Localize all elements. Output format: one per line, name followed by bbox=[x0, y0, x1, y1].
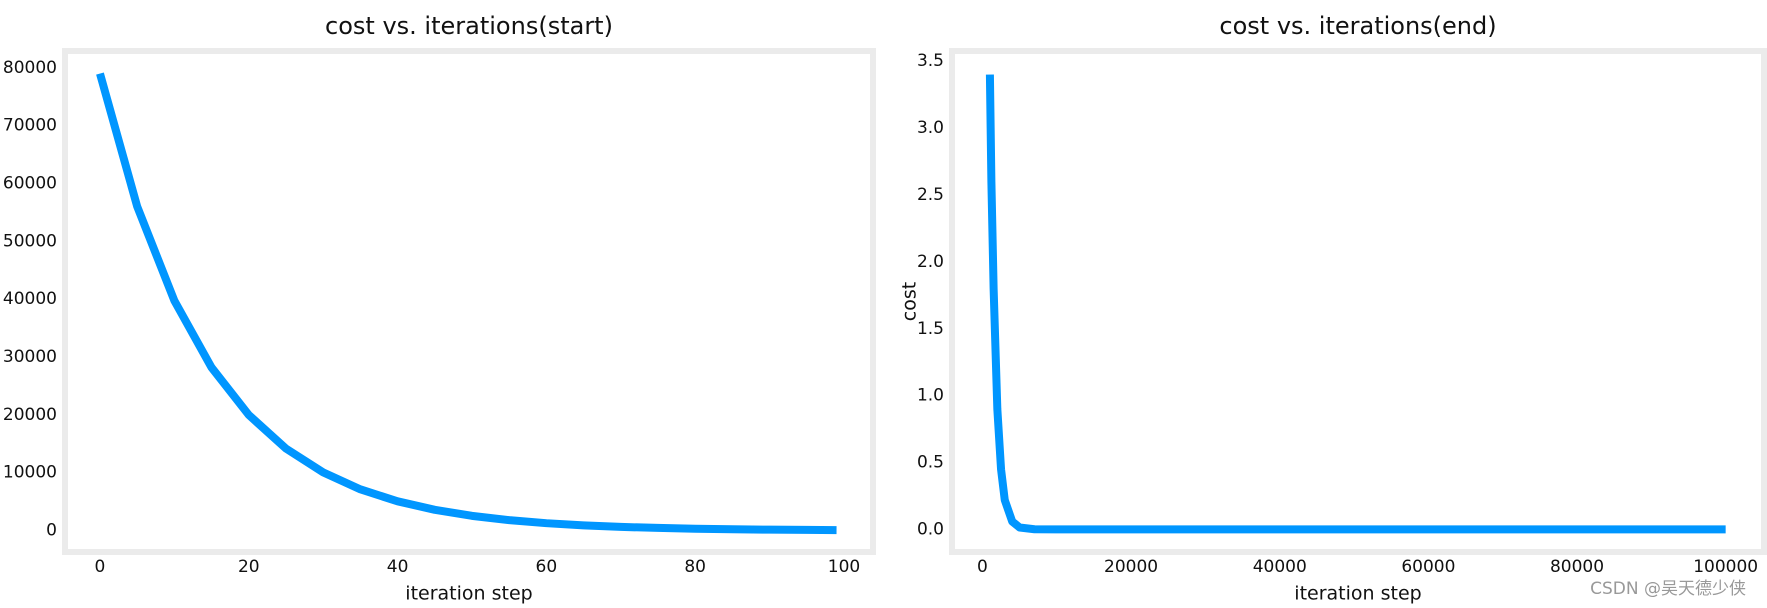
y-tick-label: 50000 bbox=[3, 231, 57, 251]
y-tick-label: 0.5 bbox=[917, 453, 944, 473]
y-tick-label: 70000 bbox=[3, 116, 57, 136]
y-tick-label: 0 bbox=[46, 521, 57, 541]
y-tick-label: 0.0 bbox=[917, 520, 944, 540]
y-tick-label: 1.0 bbox=[917, 386, 944, 406]
x-tick-label: 100 bbox=[828, 557, 860, 577]
y-tick-label: 10000 bbox=[3, 463, 57, 483]
y-tick-label: 3.0 bbox=[917, 118, 944, 138]
x-tick-label: 40000 bbox=[1253, 557, 1307, 577]
x-tick-label: 0 bbox=[977, 557, 988, 577]
x-axis-label: iteration step bbox=[405, 583, 532, 605]
chart-title: cost vs. iterations(start) bbox=[325, 12, 613, 40]
x-tick-label: 0 bbox=[95, 557, 106, 577]
y-tick-label: 1.5 bbox=[917, 319, 944, 339]
chart-title: cost vs. iterations(end) bbox=[1219, 12, 1496, 40]
x-tick-label: 60000 bbox=[1401, 557, 1455, 577]
y-tick-label: 2.5 bbox=[917, 185, 944, 205]
x-tick-label: 80 bbox=[684, 557, 706, 577]
x-axis-label: iteration step bbox=[1294, 583, 1421, 605]
x-tick-label: 20000 bbox=[1104, 557, 1158, 577]
x-tick-label: 100000 bbox=[1693, 557, 1758, 577]
y-tick-label: 2.0 bbox=[917, 252, 944, 272]
watermark: CSDN @吴天德少侠 bbox=[1590, 579, 1746, 599]
y-tick-label: 3.5 bbox=[917, 51, 944, 71]
y-axis-label: cost bbox=[899, 282, 921, 321]
y-tick-label: 40000 bbox=[3, 289, 57, 309]
x-tick-label: 80000 bbox=[1550, 557, 1604, 577]
plot-area bbox=[949, 48, 1767, 555]
x-tick-label: 20 bbox=[238, 557, 260, 577]
plot-area bbox=[62, 48, 876, 555]
y-tick-label: 80000 bbox=[3, 58, 57, 78]
y-tick-label: 60000 bbox=[3, 173, 57, 193]
x-tick-label: 60 bbox=[536, 557, 558, 577]
y-tick-label: 20000 bbox=[3, 405, 57, 425]
x-tick-label: 40 bbox=[387, 557, 409, 577]
y-tick-label: 30000 bbox=[3, 347, 57, 367]
cost-line bbox=[985, 74, 1726, 534]
cost-line bbox=[96, 72, 837, 535]
